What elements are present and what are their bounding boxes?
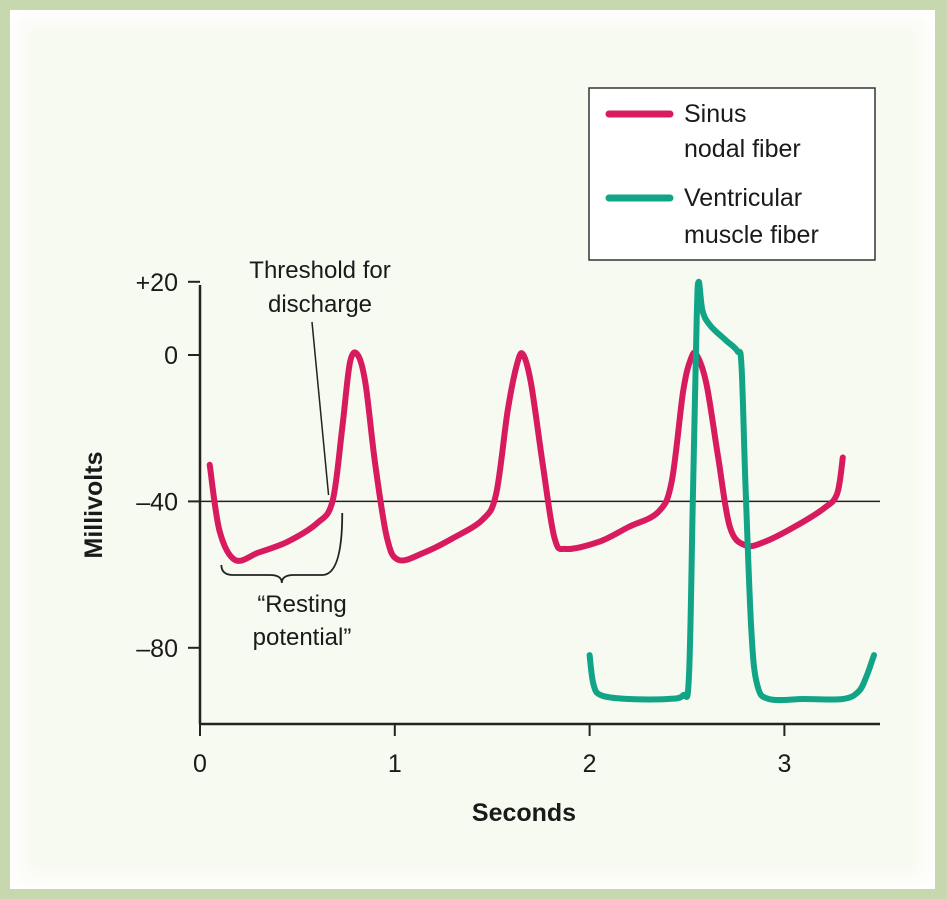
y-tick-label: –40 [136, 488, 178, 516]
axes [198, 285, 880, 726]
legend-item-sinus: Sinus nodal fiber [605, 100, 801, 163]
x-tick-label: 2 [583, 750, 597, 778]
legend-item-ventricular: Ventricular muscle fiber [605, 184, 819, 249]
y-tick-label: +20 [136, 269, 178, 297]
x-tick-label: 1 [388, 750, 402, 778]
sinus-nodal-fiber-line [206, 349, 846, 564]
y-tick-label: –80 [136, 635, 178, 663]
legend-box [588, 87, 876, 261]
x-ticks: 0 1 2 3 [193, 724, 791, 778]
y-tick-label: 0 [164, 342, 178, 370]
legend-label-ventricular-line-2: muscle fiber [684, 221, 819, 249]
resting-annotation-line-1: “Resting [257, 591, 346, 618]
y-axis-title: Millivolts [80, 452, 108, 559]
series-layer [206, 278, 877, 704]
legend: Sinus nodal fiber Ventricular muscle fib… [588, 87, 876, 261]
x-tick-label: 0 [193, 750, 207, 778]
threshold-annotation: Threshold for discharge [249, 257, 391, 496]
legend-label-sinus-line-1: Sinus [684, 100, 747, 128]
y-ticks: +20 0 –40 –80 [136, 269, 200, 663]
legend-label-sinus-line-2: nodal fiber [684, 135, 801, 163]
resting-potential-annotation: “Resting potential” [220, 512, 352, 651]
legend-label-ventricular-line-1: Ventricular [684, 184, 802, 212]
threshold-annotation-line-1: Threshold for [249, 257, 390, 284]
x-axis-title: Seconds [472, 799, 576, 827]
threshold-pointer-line [311, 321, 330, 496]
x-tick-label: 3 [777, 750, 791, 778]
resting-potential-brace [220, 512, 344, 584]
threshold-annotation-line-2: discharge [268, 291, 372, 318]
ventricular-muscle-fiber-line [586, 278, 877, 704]
resting-annotation-line-2: potential” [253, 624, 352, 651]
